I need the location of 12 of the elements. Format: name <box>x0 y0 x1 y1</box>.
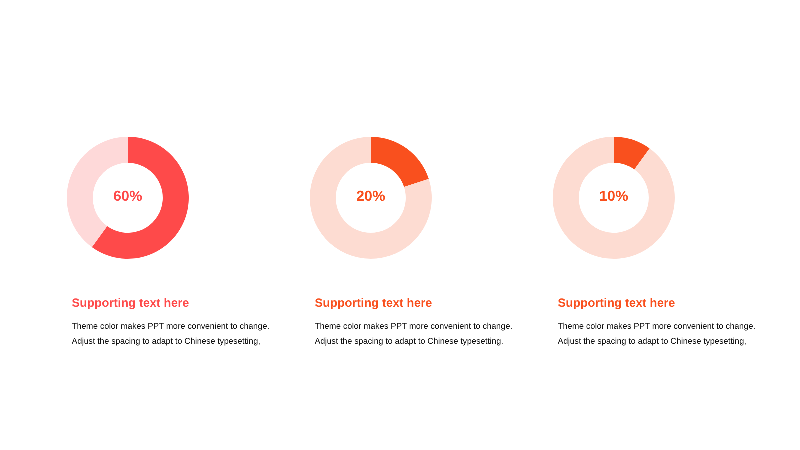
text: 20% <box>355 189 387 205</box>
text: Adjust the spacing to adapt to Chinese typesetting, <box>72 336 261 346</box>
text: Supporting text here <box>558 296 676 310</box>
text: 60% <box>112 189 144 205</box>
text: Adjust the spacing to adapt to Chinese typesetting. <box>315 336 504 346</box>
text: Theme color makes PPT more convenient to change. <box>315 321 513 331</box>
text: Theme color makes PPT more convenient to change. <box>72 321 270 331</box>
text: Adjust the spacing to adapt to Chinese typesetting, <box>558 336 747 346</box>
text: Supporting text here <box>72 296 190 310</box>
text: 10% <box>598 189 630 205</box>
text: Theme color makes PPT more convenient to change. <box>558 321 756 331</box>
text: Supporting text here <box>315 296 432 310</box>
